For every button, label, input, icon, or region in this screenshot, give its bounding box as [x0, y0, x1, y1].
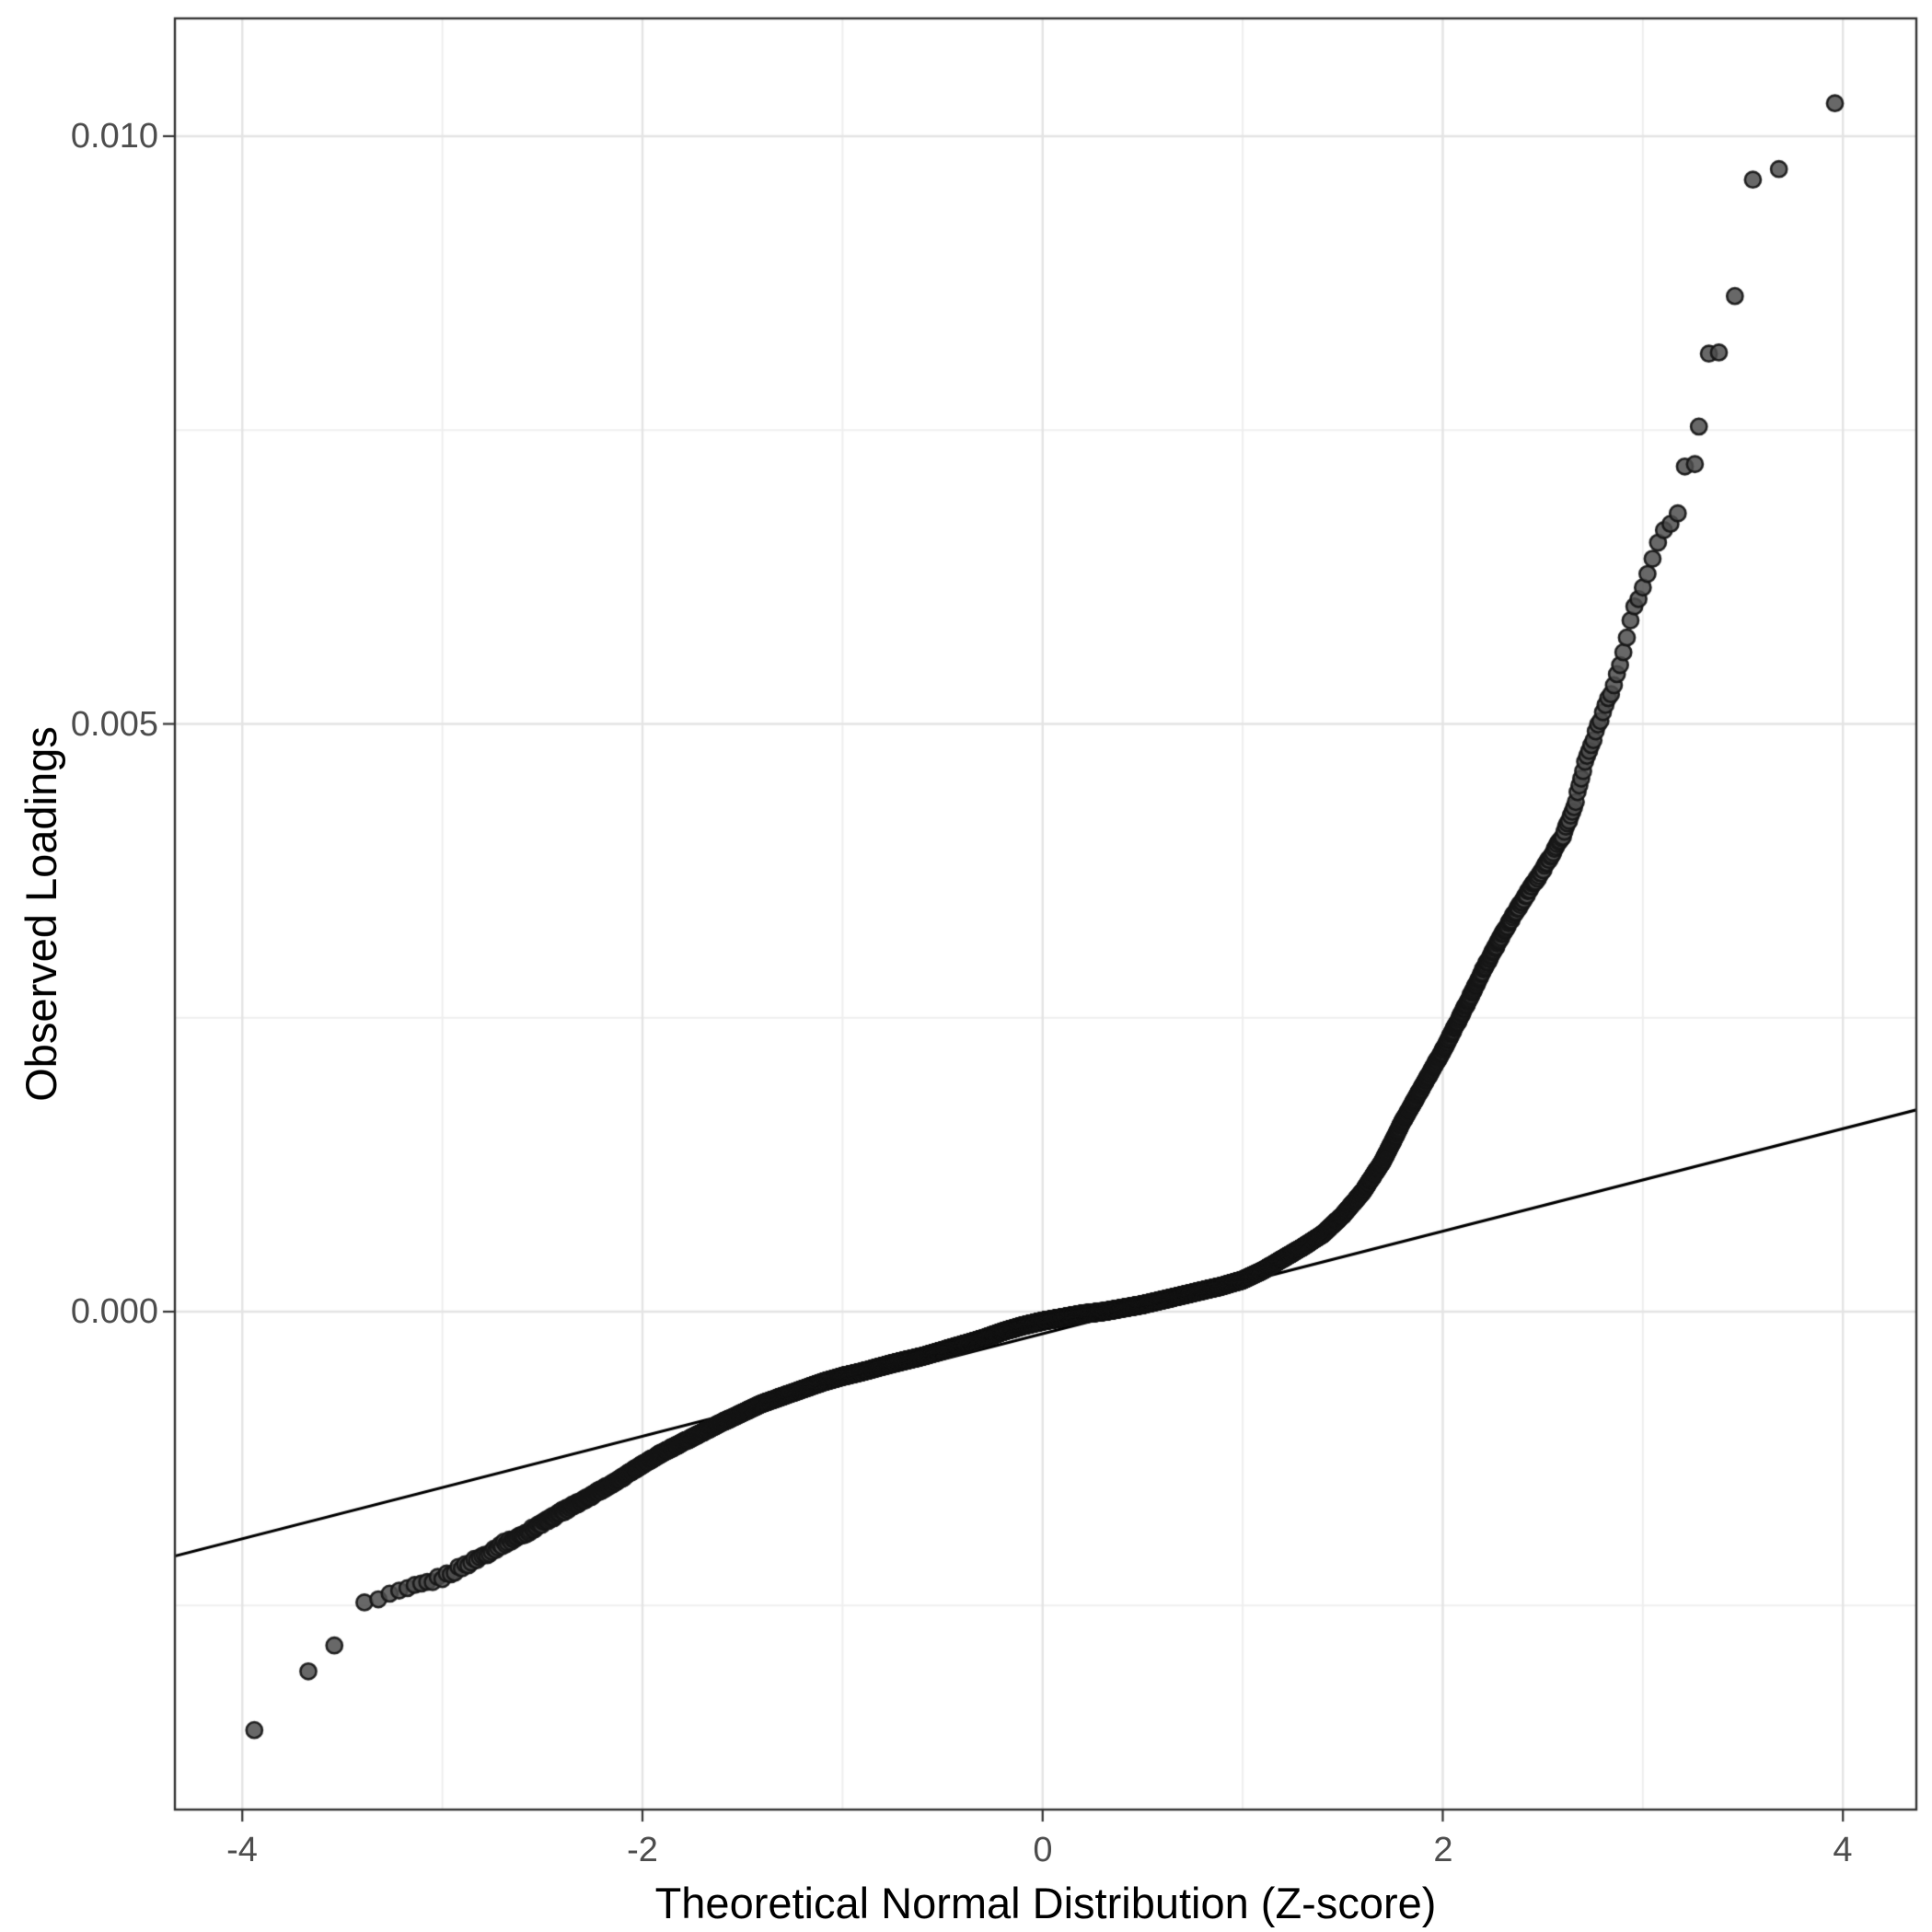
y-tick-label-0.000: 0.000	[70, 1292, 158, 1331]
y-tick-label-0.010: 0.010	[70, 117, 158, 156]
y-tick-label-0.005: 0.005	[70, 705, 158, 744]
x-tick-label-4: 4	[1833, 1831, 1853, 1869]
x-tick-label-neg2: -2	[627, 1831, 658, 1869]
y-axis-title: Observed Loadings	[17, 726, 65, 1102]
x-tick-label-neg4: -4	[226, 1831, 258, 1869]
x-tick-label-2: 2	[1433, 1831, 1453, 1869]
x-axis-title: Theoretical Normal Distribution (Z-score…	[654, 1879, 1437, 1927]
x-tick-label-0: 0	[1033, 1831, 1053, 1869]
